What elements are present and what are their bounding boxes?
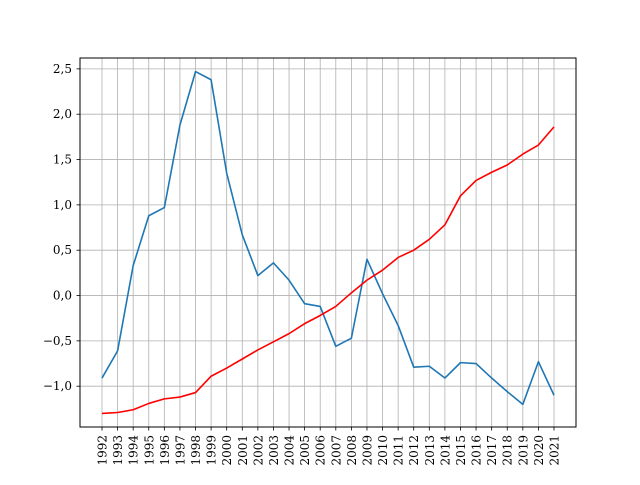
x-tick-label: 2006: [314, 435, 328, 466]
x-tick-label: 2013: [423, 435, 437, 466]
y-tick-label: 0,0: [53, 289, 72, 303]
x-tick-label: 2011: [392, 435, 406, 466]
x-tick-label: 2004: [283, 435, 297, 466]
y-tick-label: −1,0: [43, 379, 72, 393]
y-tick-label: 1,0: [53, 198, 72, 212]
x-tick-label: 1997: [173, 435, 187, 466]
series-line-2: [101, 126, 555, 415]
x-tick-label: 2017: [485, 435, 499, 466]
grid: [80, 58, 576, 427]
series-layer: [101, 70, 555, 415]
x-tick-label: 2020: [532, 435, 546, 466]
x-tick-label: 1996: [158, 435, 172, 466]
x-tick-label: 2019: [516, 435, 530, 466]
x-tick-label: 2000: [220, 435, 234, 466]
x-tick-label: 1999: [205, 435, 219, 466]
x-tick-label: 2009: [360, 435, 374, 466]
x-tick-label: 2003: [267, 435, 281, 466]
series-line-1: [101, 70, 555, 406]
x-tick-label: 2021: [548, 435, 562, 466]
x-tick-label: 2018: [501, 435, 515, 466]
y-tick-label: 0,5: [53, 243, 72, 257]
x-tick-label: 1994: [127, 435, 141, 466]
y-tick-label: −0,5: [43, 334, 72, 348]
x-tick-label: 2007: [329, 435, 343, 466]
x-axis: 1992 1993 1994 1995 1996 1997 1998 1999 2000 2001…: [96, 427, 562, 466]
y-axis: −1,0 −0,5 0,0 0,5 1,0 1,5 2,0 2,5: [43, 62, 80, 393]
x-tick-label: 1992: [96, 435, 110, 466]
y-tick-label: 1,5: [53, 153, 72, 167]
x-tick-label: 1998: [189, 435, 203, 466]
y-tick-label: 2,0: [53, 107, 72, 121]
x-tick-label: 1995: [142, 435, 156, 466]
x-tick-label: 2002: [251, 435, 265, 466]
x-tick-label: 1993: [111, 435, 125, 466]
x-tick-label: 2012: [407, 435, 421, 466]
y-tick-label: 2,5: [53, 62, 72, 76]
x-tick-label: 2008: [345, 435, 359, 466]
x-tick-label: 2016: [470, 435, 484, 466]
plot-frame: [79, 57, 577, 428]
x-tick-label: 2010: [376, 435, 390, 466]
x-tick-label: 2015: [454, 435, 468, 466]
x-tick-label: 2001: [236, 435, 250, 466]
x-tick-label: 2014: [438, 435, 452, 466]
x-tick-label: 2005: [298, 435, 312, 466]
